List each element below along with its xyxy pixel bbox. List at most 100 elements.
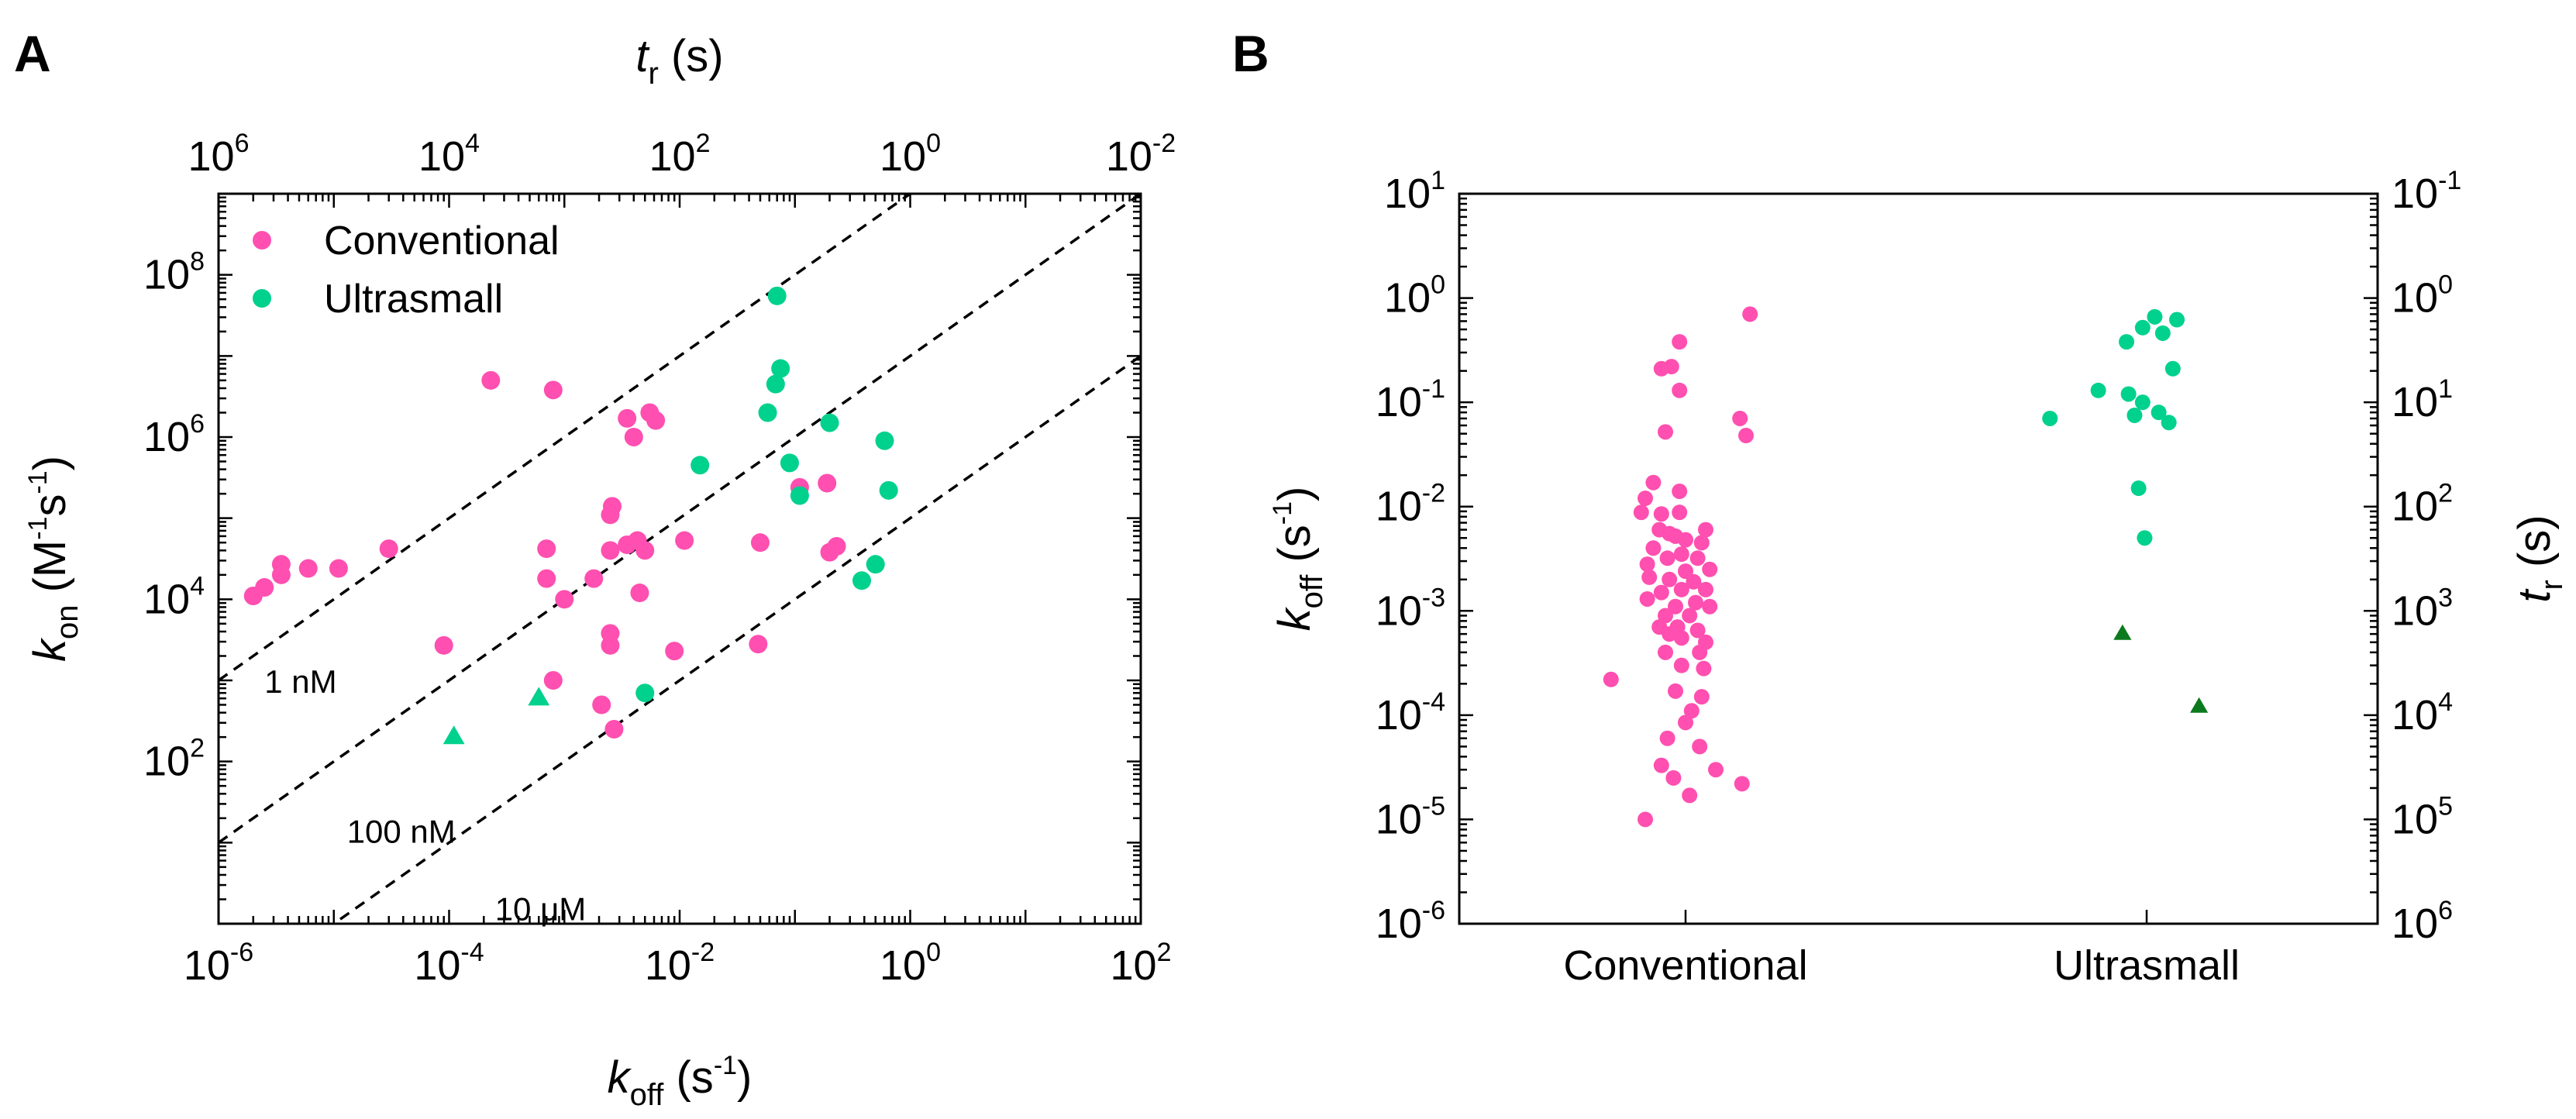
data-point xyxy=(758,403,777,422)
legend-label: Ultrasmall xyxy=(324,277,503,322)
data-point xyxy=(818,473,837,493)
data-point xyxy=(555,590,574,609)
y-tick-label: 10-4 xyxy=(1376,687,1445,739)
y-tick-label: 102 xyxy=(143,734,205,785)
data-point xyxy=(1658,424,1673,440)
data-point xyxy=(481,370,501,390)
iso-line-label: 10 μM xyxy=(495,891,587,928)
data-point xyxy=(537,569,556,588)
data-point xyxy=(852,571,871,590)
y-tick-label: 104 xyxy=(143,571,205,622)
data-point-triangle xyxy=(2190,697,2209,713)
right-axis-title: tr (s) xyxy=(2509,515,2569,602)
top-tick-label: 106 xyxy=(188,129,250,180)
data-point xyxy=(604,720,624,739)
legend-marker xyxy=(253,231,271,250)
category-label: Conventional xyxy=(1563,942,1807,989)
data-point xyxy=(675,531,694,550)
data-point xyxy=(584,569,604,588)
data-point xyxy=(602,497,622,516)
data-point xyxy=(1638,491,1653,507)
data-point xyxy=(1742,306,1758,322)
y-tick-label: 10-1 xyxy=(1376,374,1445,425)
data-point xyxy=(537,539,556,559)
iso-lines xyxy=(219,194,1141,924)
data-point xyxy=(2161,415,2177,431)
data-point xyxy=(1641,569,1658,585)
data-point xyxy=(1645,540,1662,556)
data-point xyxy=(665,642,684,661)
data-point xyxy=(2090,382,2106,398)
x-tick-label: 100 xyxy=(880,938,941,989)
data-point xyxy=(790,486,809,505)
right-tick-label: 103 xyxy=(2392,583,2453,634)
data-point xyxy=(1738,428,1754,444)
data-point xyxy=(1603,671,1619,687)
iso-line-label: 1 nM xyxy=(264,663,336,700)
data-point xyxy=(1653,360,1669,377)
iso-line xyxy=(331,354,1141,924)
data-point xyxy=(1662,626,1678,642)
iso-line xyxy=(219,194,913,682)
data-point xyxy=(1682,787,1698,804)
data-point xyxy=(1682,608,1698,624)
data-point xyxy=(1672,504,1688,521)
legend-marker xyxy=(253,289,271,308)
x-tick-label: 102 xyxy=(1111,938,1172,989)
data-point xyxy=(1638,811,1653,828)
data-point xyxy=(1732,410,1748,426)
data-point xyxy=(2042,410,2058,426)
data-point xyxy=(601,541,620,560)
data-point xyxy=(1702,561,1718,577)
y-tick-label: 108 xyxy=(143,247,205,298)
data-point xyxy=(2134,319,2151,336)
data-point xyxy=(780,453,799,473)
y-axis-title: kon (M-1s-1) xyxy=(23,456,84,662)
data-point-triangle xyxy=(2113,624,2132,640)
data-point xyxy=(749,635,768,654)
data-point xyxy=(1689,622,1706,639)
data-point-triangle xyxy=(443,725,465,745)
data-point xyxy=(635,683,655,703)
data-point xyxy=(1702,598,1718,615)
data-point xyxy=(2120,386,2137,402)
data-point xyxy=(1633,504,1649,521)
data-point xyxy=(1698,522,1713,538)
data-point xyxy=(592,695,611,714)
data-point xyxy=(1665,770,1682,786)
data-point xyxy=(771,359,790,378)
legend-label: Conventional xyxy=(324,219,560,263)
panel-label-b: B xyxy=(1232,25,1269,82)
data-point xyxy=(1672,382,1688,398)
data-point xyxy=(1639,556,1655,573)
chart-b: 10-6 10-5 10-4 10-3 10-2 10-1 100 101 106 105 104 1… xyxy=(1268,166,2569,989)
data-point xyxy=(630,584,649,603)
right-tick-label: 10-1 xyxy=(2392,166,2461,217)
data-point xyxy=(618,408,637,428)
data-point xyxy=(875,431,894,450)
data-point xyxy=(1678,714,1693,731)
data-point xyxy=(1692,644,1708,660)
data-point xyxy=(1696,660,1712,677)
data-point xyxy=(2127,407,2143,423)
data-point xyxy=(1688,594,1703,611)
right-tick-label: 104 xyxy=(2392,687,2453,739)
y-tick-label: 100 xyxy=(1384,270,1445,322)
y-tick-label: 10-3 xyxy=(1376,583,1445,634)
right-tick-label: 100 xyxy=(2392,270,2453,322)
x-axis-title: koff (s-1) xyxy=(608,1051,752,1112)
y-axis-title: koff (s-1) xyxy=(1268,487,1329,632)
data-point xyxy=(298,559,318,578)
data-point xyxy=(879,480,898,500)
category-label: Ultrasmall xyxy=(2054,942,2240,989)
data-point xyxy=(329,559,348,578)
data-point xyxy=(1653,757,1669,773)
panel-label-a: A xyxy=(14,25,51,82)
data-point xyxy=(2130,480,2147,497)
y-tick-label: 106 xyxy=(143,409,205,460)
data-point xyxy=(1678,563,1693,580)
data-point xyxy=(1668,528,1683,544)
data-point xyxy=(1673,657,1689,673)
data-point xyxy=(1668,598,1683,615)
